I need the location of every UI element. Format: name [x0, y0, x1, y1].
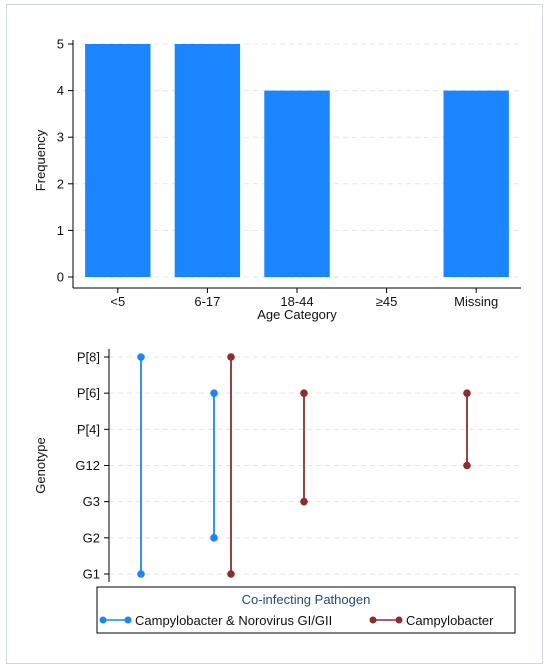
range-high-point — [227, 353, 235, 361]
range-low-point — [137, 570, 145, 578]
bar-x-tick-label: 18-44 — [280, 294, 313, 309]
bar-series — [85, 44, 509, 277]
range-y-tick-label: G1 — [83, 567, 100, 582]
figure-panel: 0 1 2 3 4 5 <5 6-17 18-44 ≥45 Missing Age Categor… — [6, 4, 543, 664]
bar-y-tick-label: 0 — [57, 270, 64, 285]
bar-x-tick-label: ≥45 — [376, 294, 398, 309]
bar — [264, 90, 330, 277]
bar — [174, 44, 241, 277]
range-y-ticks: G1 G2 G3 G12 P[4] P[6] P[8] — [75, 350, 109, 582]
legend-label: Campylobacter — [406, 613, 494, 628]
range-y-tick-label: G12 — [75, 458, 100, 473]
bar-y-tick-label: 1 — [57, 223, 64, 238]
legend-entry-0: Campylobacter & Norovirus GI/GII — [99, 613, 332, 628]
bar-x-tick-label: <5 — [110, 294, 125, 309]
legend-title: Co-infecting Pathogen — [242, 592, 371, 607]
bar-y-tick-label: 2 — [57, 176, 64, 191]
range-y-tick-label: P[6] — [77, 386, 100, 401]
range-low-point — [463, 461, 471, 470]
range-y-tick-label: P[8] — [77, 350, 100, 365]
range-low-point — [227, 570, 235, 578]
range-high-point — [137, 353, 145, 361]
range-gridlines — [109, 356, 521, 575]
legend-marker — [395, 616, 403, 624]
range-y-tick-label: G2 — [83, 530, 100, 545]
legend-box — [96, 586, 516, 634]
range-low-point — [210, 534, 218, 542]
range-y-axis-title: Genotype — [33, 437, 48, 493]
bar-y-tick-label: 5 — [57, 37, 64, 52]
legend-marker — [99, 616, 107, 624]
legend: Co-infecting Pathogen Campylobacter & No… — [96, 586, 516, 634]
bar — [85, 44, 151, 277]
bar-x-ticks: <5 6-17 18-44 ≥45 Missing — [110, 288, 498, 309]
bar-y-tick-label: 3 — [57, 130, 64, 145]
genotype-range-chart: G1 G2 G3 G12 P[4] P[6] P[8] Genotype Co-infect… — [33, 349, 521, 634]
range-y-tick-label: P[4] — [77, 422, 100, 437]
legend-marker — [369, 616, 377, 624]
legend-entry-1: Campylobacter — [369, 613, 494, 628]
legend-label: Campylobacter & Norovirus GI/GII — [135, 613, 332, 628]
range-y-tick-label: G3 — [83, 494, 100, 509]
bar-x-axis-title: Age Category — [257, 307, 337, 322]
range-high-point — [210, 389, 218, 397]
chart-svg: 0 1 2 3 4 5 <5 6-17 18-44 ≥45 Missing Age Categor… — [33, 37, 521, 634]
bar-x-tick-label: 6-17 — [194, 294, 220, 309]
legend-marker — [124, 616, 132, 624]
bar-y-tick-label: 4 — [57, 83, 64, 98]
range-low-point — [300, 497, 308, 506]
bar-y-ticks: 0 1 2 3 4 5 — [57, 37, 73, 285]
range-high-point — [300, 389, 308, 397]
range-series — [137, 353, 471, 578]
bar-chart: 0 1 2 3 4 5 <5 6-17 18-44 ≥45 Missing Age Categor… — [33, 37, 521, 322]
range-high-point — [463, 389, 471, 397]
bar — [443, 90, 509, 277]
bar-x-tick-label: Missing — [454, 294, 498, 309]
bar-y-axis-title: Frequency — [33, 129, 48, 191]
